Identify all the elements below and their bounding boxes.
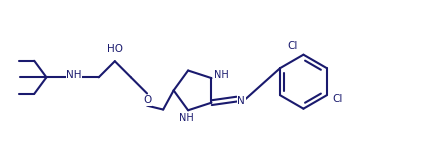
Text: NH: NH [66,70,82,80]
Text: HO: HO [107,44,123,54]
Text: NH: NH [214,70,229,80]
Text: NH: NH [179,113,194,123]
Text: Cl: Cl [333,94,343,104]
Text: O: O [143,95,151,105]
Text: N: N [237,96,245,106]
Text: Cl: Cl [288,41,298,51]
